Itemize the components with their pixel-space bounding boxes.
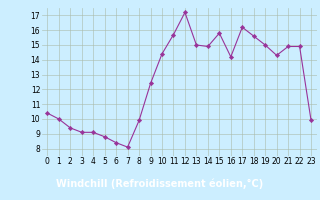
Text: Windchill (Refroidissement éolien,°C): Windchill (Refroidissement éolien,°C) bbox=[56, 179, 264, 189]
